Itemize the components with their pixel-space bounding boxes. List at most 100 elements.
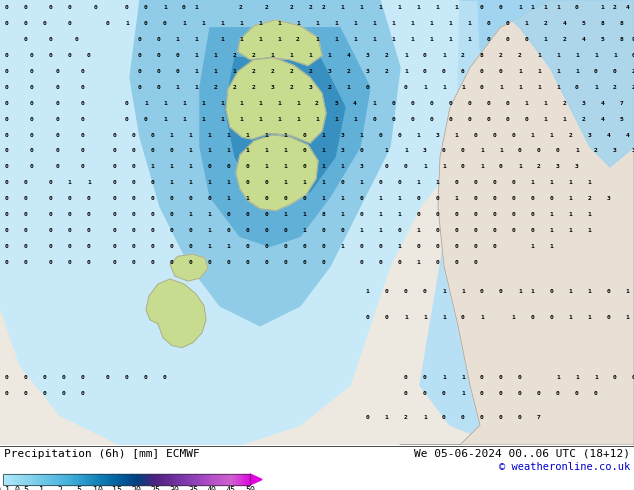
Text: 1: 1	[480, 148, 484, 153]
Text: 0: 0	[359, 260, 363, 265]
Text: 0: 0	[68, 228, 72, 233]
Text: 0: 0	[207, 260, 211, 265]
Text: 1: 1	[600, 5, 604, 10]
Text: 0: 0	[283, 244, 287, 249]
Text: 1: 1	[226, 180, 230, 185]
Text: 1: 1	[410, 37, 414, 42]
Text: 1: 1	[626, 290, 630, 294]
Text: 0: 0	[81, 101, 84, 106]
Text: 1: 1	[245, 196, 249, 201]
Text: 0: 0	[30, 101, 34, 106]
Text: 0: 0	[30, 164, 34, 170]
Bar	[117, 474, 120, 485]
Text: 2: 2	[613, 5, 617, 10]
Text: 0: 0	[302, 244, 306, 249]
Text: 0: 0	[499, 290, 503, 294]
Text: 0: 0	[182, 5, 186, 10]
Text: 1: 1	[417, 5, 420, 10]
Text: 0: 0	[480, 290, 484, 294]
Text: 0: 0	[378, 260, 382, 265]
Text: 0: 0	[436, 196, 439, 201]
Text: 0: 0	[87, 212, 91, 217]
Text: 0: 0	[366, 85, 370, 90]
Bar	[41, 474, 44, 485]
Text: 1: 1	[315, 22, 319, 26]
Text: 1: 1	[163, 101, 167, 106]
Text: 40: 40	[207, 486, 217, 490]
Text: 0: 0	[505, 117, 509, 122]
Text: 0: 0	[4, 85, 8, 90]
Text: 2: 2	[290, 69, 294, 74]
Text: 0: 0	[550, 290, 553, 294]
Text: 3: 3	[328, 69, 332, 74]
Text: 0: 0	[480, 391, 484, 396]
Text: 0: 0	[23, 180, 27, 185]
Text: 0: 0	[131, 196, 135, 201]
Text: 1: 1	[340, 196, 344, 201]
Text: 0: 0	[207, 196, 211, 201]
Text: 0: 0	[81, 117, 84, 122]
Text: 0: 0	[150, 148, 154, 153]
Text: 1: 1	[448, 37, 452, 42]
Text: 0: 0	[461, 415, 465, 419]
Text: 2: 2	[264, 5, 268, 10]
Text: 1: 1	[277, 37, 281, 42]
Bar	[3, 474, 250, 485]
Polygon shape	[460, 0, 634, 167]
Bar	[145, 474, 148, 485]
Text: 0: 0	[112, 228, 116, 233]
Text: 0: 0	[4, 180, 8, 185]
Text: 0: 0	[131, 260, 135, 265]
Text: 0: 0	[138, 69, 141, 74]
Text: 2: 2	[290, 85, 294, 90]
Text: 2: 2	[499, 53, 503, 58]
Text: 1: 1	[518, 164, 522, 170]
Text: 1: 1	[436, 180, 439, 185]
Text: 0: 0	[283, 196, 287, 201]
Text: 2: 2	[328, 85, 332, 90]
Text: 0: 0	[106, 22, 110, 26]
Text: 0: 0	[537, 391, 541, 396]
Text: 1: 1	[176, 85, 179, 90]
Text: 1: 1	[531, 180, 534, 185]
Text: 0: 0	[125, 375, 129, 380]
Text: 0: 0	[112, 244, 116, 249]
Bar	[5, 474, 8, 485]
Text: 0: 0	[112, 180, 116, 185]
Text: 0: 0	[150, 196, 154, 201]
Text: 1: 1	[283, 164, 287, 170]
Bar	[91, 474, 94, 485]
Text: 5: 5	[77, 486, 82, 490]
Text: 2: 2	[385, 69, 389, 74]
Text: 0: 0	[144, 375, 148, 380]
Text: 1: 1	[372, 37, 376, 42]
Text: 1: 1	[613, 53, 617, 58]
Bar	[136, 474, 139, 485]
Polygon shape	[250, 474, 262, 485]
Text: 1: 1	[245, 133, 249, 138]
Text: 0: 0	[4, 228, 8, 233]
Text: 0: 0	[550, 196, 553, 201]
Text: 1: 1	[321, 164, 325, 170]
Text: 0: 0	[55, 164, 59, 170]
Text: 0: 0	[302, 148, 306, 153]
Text: 9: 9	[632, 37, 634, 42]
Text: 0: 0	[23, 391, 27, 396]
Bar	[238, 474, 241, 485]
Text: 0: 0	[455, 212, 458, 217]
Bar	[24, 474, 27, 485]
Text: 5: 5	[581, 22, 585, 26]
Text: 3: 3	[556, 164, 560, 170]
Text: 1: 1	[239, 37, 243, 42]
Text: 1: 1	[258, 22, 262, 26]
Bar	[67, 474, 70, 485]
Text: 0: 0	[398, 180, 401, 185]
Text: 1: 1	[321, 196, 325, 201]
Bar	[98, 474, 101, 485]
Text: 0: 0	[138, 37, 141, 42]
Text: 1: 1	[417, 180, 420, 185]
Text: 1: 1	[258, 117, 262, 122]
Text: 0: 0	[74, 37, 78, 42]
Text: 0: 0	[169, 244, 173, 249]
Text: 1: 1	[448, 22, 452, 26]
